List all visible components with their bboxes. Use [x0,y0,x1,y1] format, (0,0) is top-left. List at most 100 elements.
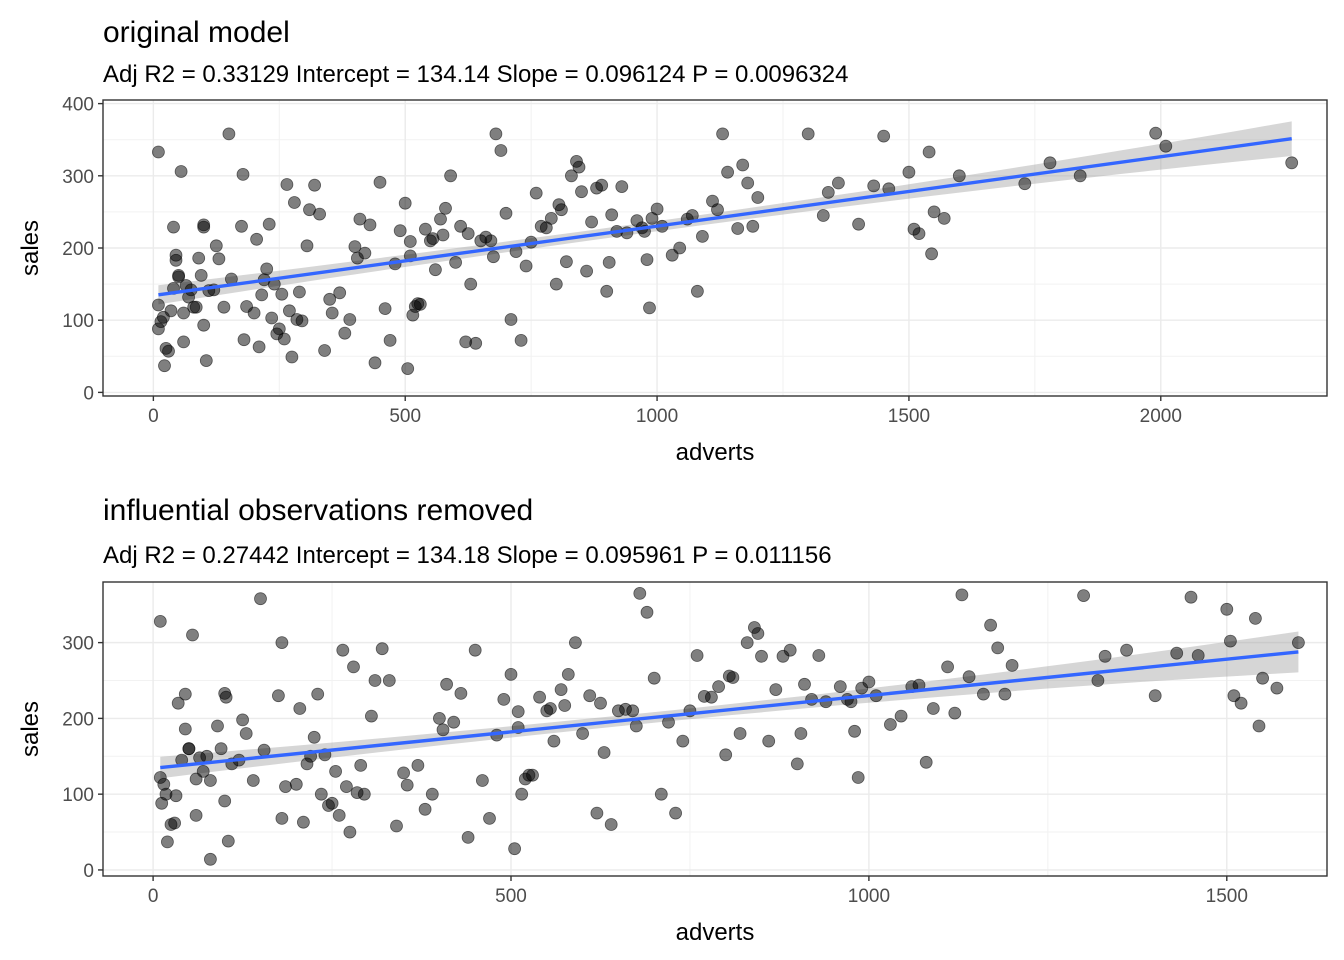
data-point [565,169,578,183]
data-point [926,702,940,715]
data-point [984,618,997,632]
data-point [343,825,357,839]
data-point [311,687,325,701]
data-point [504,668,518,681]
data-point [403,235,417,248]
data-point [211,719,224,733]
data-point [393,224,407,238]
data-point [602,255,616,269]
data-point [583,689,597,703]
data-point [486,250,500,264]
data-point [428,263,442,277]
data-point [731,222,745,235]
data-point [217,300,231,314]
data-point [418,802,432,816]
data-point [279,780,292,793]
data-point [287,196,301,209]
data-point [489,127,503,141]
data-point [292,285,306,299]
data-point [529,186,543,200]
data-point [425,787,439,801]
data-point [751,191,765,204]
data-point [712,680,725,693]
data-point [640,253,654,267]
data-point [323,292,337,306]
data-point [798,677,811,691]
data-point [721,165,734,179]
data-point [272,322,286,336]
data-point [925,247,938,261]
data-point [547,734,561,748]
data-point [741,176,755,190]
data-point [544,702,557,715]
data-point [558,699,572,712]
data-point [740,636,754,649]
data-point [673,241,687,255]
y-tick-label: 200 [62,239,94,260]
data-point [508,842,521,856]
data-point [816,209,830,222]
chart-title: influential observations removed [103,494,533,527]
data-point [439,201,452,215]
data-point [894,709,908,723]
data-point [336,643,350,657]
data-point [790,757,804,771]
data-point [1148,689,1162,703]
chart-panel-2: influential observations removed Adj R2 =… [17,494,1328,946]
data-point [676,734,690,748]
data-point [1285,156,1299,170]
data-point [189,809,203,822]
data-point [783,643,797,657]
data-point [877,129,891,143]
data-point [357,787,371,801]
data-point [461,227,475,241]
data-point [162,344,175,358]
confidence-band [158,121,1292,305]
data-point [991,641,1005,655]
data-points [151,126,1299,376]
data-point [358,246,372,260]
x-tick-label: 0 [148,886,159,907]
data-point [902,165,916,179]
data-point [867,179,881,193]
data-point [884,718,897,731]
data-point [262,217,276,231]
data-point [236,713,250,727]
data-point [1270,681,1284,695]
data-point [640,605,654,619]
data-point [153,615,167,628]
chart-subtitle: Adj R2 = 0.33129 Intercept = 134.14 Slop… [103,61,849,88]
data-point [801,127,815,141]
data-point [339,780,353,793]
data-point [769,683,783,696]
data-point [347,660,360,674]
data-point [1249,612,1262,625]
plot-border [102,581,1328,877]
data-point [504,313,518,326]
data-point [169,248,183,262]
data-point [203,852,217,866]
data-point [440,677,454,691]
data-point [794,727,808,740]
x-tick-label: 500 [495,886,527,907]
data-point [325,306,339,320]
data-point [247,306,261,320]
x-tick-label: 2000 [1140,406,1182,427]
data-point [927,205,941,219]
data-point [848,724,861,738]
data-point [468,643,482,657]
data-point [397,766,411,780]
data-point [390,819,403,833]
data-point [851,771,865,784]
data-point [833,680,847,693]
data-point [499,206,513,220]
data-point [177,335,191,349]
data-point [1159,139,1173,153]
data-point [1170,646,1184,660]
data-point [572,160,586,174]
data-point [168,816,182,830]
data-point [696,229,709,243]
x-tick-label: 1000 [636,406,678,427]
data-point [643,301,656,315]
